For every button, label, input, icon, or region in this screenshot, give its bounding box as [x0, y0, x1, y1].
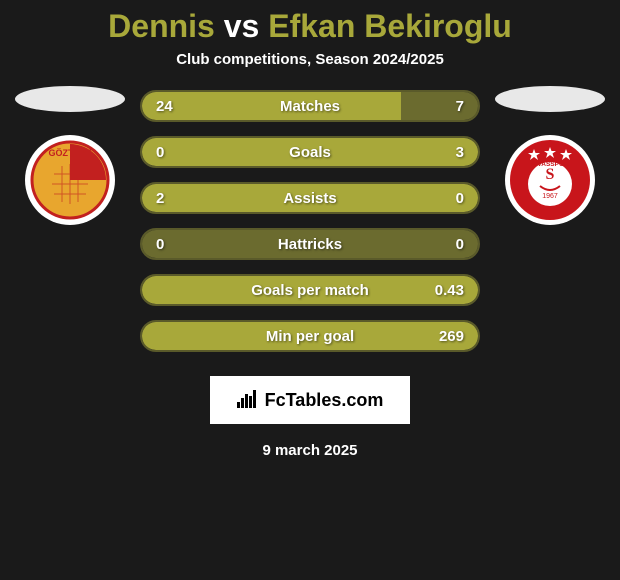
goztepe-badge-icon: GÖZTEPE [24, 134, 116, 226]
stat-value-right: 7 [456, 98, 464, 115]
svg-text:S: S [546, 166, 555, 183]
stat-value-right: 0 [456, 236, 464, 253]
stat-fill-left [142, 92, 401, 120]
stat-value-left: 0 [156, 236, 164, 253]
stat-row: 24 Matches 7 [140, 90, 480, 122]
team1-badge: GÖZTEPE [24, 134, 116, 226]
stat-label: Goals [289, 144, 331, 161]
subtitle: Club competitions, Season 2024/2025 [176, 51, 444, 68]
left-side: GÖZTEPE [10, 90, 130, 226]
stats-column: 24 Matches 7 0 Goals 3 2 Assists 0 0 Hattricks 0 Goa… [130, 90, 490, 352]
team2-year-text: 1967 [542, 193, 558, 200]
stat-label: Matches [280, 98, 340, 115]
stat-label: Hattricks [278, 236, 342, 253]
stat-label: Goals per match [251, 282, 369, 299]
bars-icon [237, 388, 259, 413]
player1-silhouette [15, 86, 125, 112]
stat-value-right: 269 [439, 328, 464, 345]
team2-name-text: SİVASSPOR [531, 160, 569, 168]
stat-row: Goals per match 0.43 [140, 274, 480, 306]
stat-value-right: 0 [456, 190, 464, 207]
player2-name: Efkan Bekiroglu [268, 8, 512, 44]
team1-name-text: GÖZTEPE [48, 148, 91, 158]
main-row: GÖZTEPE 24 Matches 7 0 Goals 3 2 Assists 0 0 Hattr… [0, 90, 620, 352]
stat-label: Min per goal [266, 328, 354, 345]
stat-value-right: 0.43 [435, 282, 464, 299]
sivasspor-badge-icon: S 1967 SİVASSPOR [504, 134, 596, 226]
footer-date: 9 march 2025 [262, 442, 357, 459]
stat-row: 0 Goals 3 [140, 136, 480, 168]
stat-label: Assists [283, 190, 336, 207]
footer-logo[interactable]: FcTables.com [210, 376, 410, 424]
stat-value-left: 2 [156, 190, 164, 207]
player2-silhouette [495, 86, 605, 112]
stat-row: 0 Hattricks 0 [140, 228, 480, 260]
team2-badge: S 1967 SİVASSPOR [504, 134, 596, 226]
stat-row: Min per goal 269 [140, 320, 480, 352]
page-title: Dennis vs Efkan Bekiroglu [108, 8, 512, 45]
stat-row: 2 Assists 0 [140, 182, 480, 214]
right-side: S 1967 SİVASSPOR [490, 90, 610, 226]
player1-name: Dennis [108, 8, 215, 44]
comparison-card: Dennis vs Efkan Bekiroglu Club competiti… [0, 0, 620, 580]
stat-value-left: 24 [156, 98, 173, 115]
stat-value-right: 3 [456, 144, 464, 161]
stat-value-left: 0 [156, 144, 164, 161]
footer-site-name: FcTables.com [265, 390, 384, 411]
vs-text: vs [224, 8, 260, 44]
